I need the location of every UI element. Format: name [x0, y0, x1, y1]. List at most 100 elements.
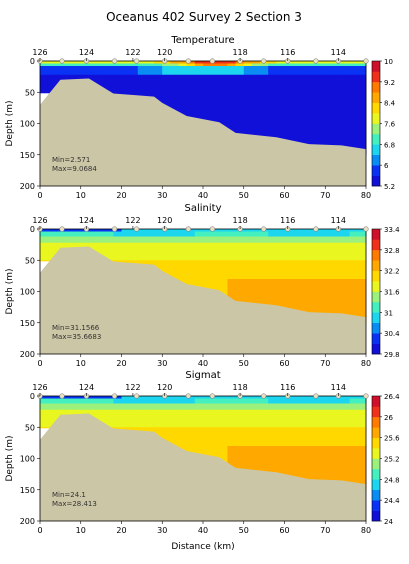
- heatmap-cell: [194, 71, 204, 76]
- heatmap-cell: [349, 260, 359, 267]
- heatmap-cell: [333, 98, 342, 106]
- heatmap-cell: [178, 247, 188, 255]
- heatmap-cell: [137, 79, 147, 87]
- heatmap-cell: [227, 266, 236, 274]
- heatmap-cell: [137, 406, 147, 411]
- heatmap-cell: [48, 414, 57, 422]
- heatmap-cell: [243, 239, 253, 244]
- heatmap-cell: [325, 427, 334, 434]
- x-tick-label: 40: [198, 359, 208, 368]
- heatmap-cell: [235, 452, 245, 459]
- heatmap-cell: [268, 414, 277, 422]
- heatmap-cell: [97, 406, 106, 411]
- heatmap-cell: [129, 254, 139, 261]
- heatmap-cell: [40, 396, 49, 399]
- heatmap-cell: [308, 403, 318, 407]
- heatmap-cell: [186, 247, 196, 255]
- y-tick-label: 0: [30, 392, 35, 401]
- y-axis-label: Depth (m): [5, 268, 15, 314]
- heatmap-cell: [129, 229, 139, 232]
- colorbar-tick-label: 24: [384, 518, 393, 526]
- colorbar-segment: [372, 468, 380, 480]
- heatmap-cell: [251, 68, 261, 72]
- heatmap-cell: [129, 396, 139, 399]
- heatmap-cell: [349, 439, 359, 447]
- heatmap-cell: [40, 236, 49, 240]
- heatmap-cell: [251, 272, 261, 280]
- heatmap-cell: [300, 239, 310, 244]
- heatmap-cell: [145, 61, 155, 64]
- heatmap-cell: [80, 409, 90, 416]
- heatmap-cell: [341, 427, 351, 434]
- heatmap-cell: [357, 421, 367, 428]
- heatmap-cell: [300, 446, 310, 453]
- heatmap-cell: [268, 111, 277, 118]
- heatmap-cell: [243, 242, 253, 249]
- heatmap-cell: [243, 129, 253, 137]
- heatmap-cell: [325, 409, 334, 416]
- heatmap-cell: [203, 260, 212, 267]
- heatmap-cell: [243, 396, 253, 399]
- heatmap-cell: [154, 403, 163, 407]
- heatmap-cell: [292, 92, 302, 99]
- station-marker: [209, 58, 215, 64]
- heatmap-cell: [243, 421, 253, 428]
- heatmap-cell: [308, 136, 318, 146]
- heatmap-cell: [154, 236, 163, 240]
- heatmap-cell: [211, 86, 220, 93]
- heatmap-cell: [137, 409, 147, 416]
- heatmap-cell: [88, 71, 98, 76]
- heatmap-cell: [260, 123, 269, 131]
- heatmap-cell: [48, 79, 57, 87]
- heatmap-cell: [292, 66, 302, 69]
- heatmap-cell: [178, 406, 188, 411]
- heatmap-cell: [325, 421, 334, 428]
- x-tick-label: 0: [37, 191, 42, 200]
- colorbar-segment: [372, 249, 380, 261]
- heatmap-cell: [341, 458, 351, 466]
- heatmap-cell: [72, 409, 82, 416]
- heatmap-cell: [317, 464, 326, 472]
- heatmap-cell: [333, 414, 342, 422]
- heatmap-cell: [243, 98, 253, 106]
- heatmap-cell: [317, 229, 326, 232]
- heatmap-cell: [243, 63, 253, 67]
- heatmap-cell: [341, 111, 351, 118]
- heatmap-cell: [308, 98, 318, 106]
- heatmap-cell: [162, 414, 171, 422]
- heatmap-cell: [235, 123, 245, 131]
- heatmap-cell: [227, 433, 236, 441]
- stat-min: Min=2.571: [52, 156, 90, 164]
- heatmap-cell: [349, 409, 359, 416]
- heatmap-cell: [72, 74, 82, 81]
- heatmap-cell: [137, 229, 147, 232]
- heatmap-cell: [154, 421, 163, 428]
- heatmap-cell: [145, 63, 155, 67]
- heatmap-cell: [308, 464, 318, 472]
- heatmap-cell: [333, 297, 342, 305]
- heatmap-cell: [300, 231, 310, 235]
- heatmap-cell: [317, 266, 326, 274]
- heatmap-cell: [227, 398, 236, 402]
- heatmap-cell: [80, 401, 90, 404]
- x-tick-label: 10: [76, 359, 86, 368]
- heatmap-cell: [317, 63, 326, 67]
- heatmap-cell: [292, 433, 302, 441]
- heatmap-cell: [325, 471, 334, 481]
- top-tick-label: 126: [32, 383, 47, 392]
- heatmap-cell: [276, 297, 285, 305]
- heatmap-cell: [268, 433, 277, 441]
- heatmap-cell: [308, 68, 318, 72]
- heatmap-cell: [105, 68, 114, 72]
- heatmap-cell: [219, 242, 228, 249]
- heatmap-cell: [325, 104, 334, 112]
- heatmap-cell: [260, 260, 269, 267]
- heatmap-cell: [40, 86, 49, 93]
- heatmap-cell: [40, 229, 49, 232]
- heatmap-cell: [260, 427, 269, 434]
- heatmap-cell: [251, 123, 261, 131]
- heatmap-cell: [317, 403, 326, 407]
- heatmap-cell: [284, 98, 294, 106]
- heatmap-cell: [341, 123, 351, 131]
- x-tick-label: 70: [320, 526, 330, 535]
